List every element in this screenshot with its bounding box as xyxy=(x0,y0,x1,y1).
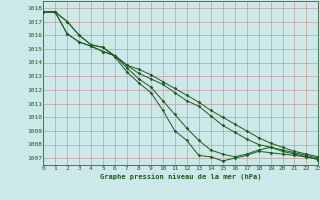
X-axis label: Graphe pression niveau de la mer (hPa): Graphe pression niveau de la mer (hPa) xyxy=(100,173,261,180)
